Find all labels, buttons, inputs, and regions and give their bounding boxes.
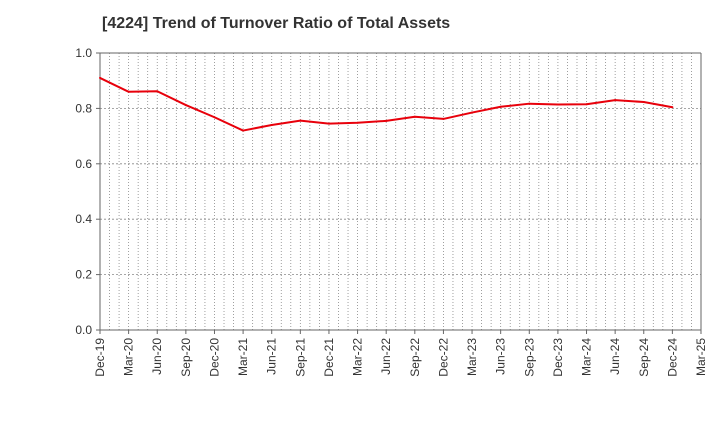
- y-axis-ticks: 0.0 0.2 0.4 0.6 0.8 1.0: [75, 46, 100, 337]
- grid-lines: [100, 52, 701, 330]
- x-tick-label: Mar-21: [236, 338, 250, 376]
- x-tick-label: Jun-24: [608, 338, 622, 375]
- data-point: [499, 105, 502, 108]
- data-point: [327, 122, 330, 125]
- x-tick-label: Dec-19: [93, 338, 107, 377]
- data-point: [184, 104, 187, 107]
- x-tick-label: Sep-22: [408, 338, 422, 377]
- data-point: [585, 103, 588, 106]
- y-tick-label: 0.2: [75, 268, 92, 282]
- data-point: [356, 121, 359, 124]
- data-point: [413, 115, 416, 118]
- data-point: [213, 116, 216, 119]
- data-point: [385, 119, 388, 122]
- x-axis-ticks: Dec-19 Mar-20 Jun-20 Sep-20 Dec-20 Mar-21 Jun-…: [93, 330, 708, 377]
- x-tick-label: Jun-23: [494, 338, 508, 375]
- x-tick-label: Sep-21: [293, 338, 307, 377]
- data-point: [99, 76, 101, 79]
- x-tick-label: Dec-21: [322, 338, 336, 377]
- data-point: [528, 102, 531, 105]
- x-tick-label: Sep-20: [179, 338, 193, 377]
- y-tick-label: 0.6: [75, 157, 92, 171]
- data-point: [556, 103, 559, 106]
- x-tick-label: Dec-22: [436, 338, 450, 377]
- data-point: [642, 101, 645, 104]
- data-point: [442, 117, 445, 120]
- data-point: [242, 129, 245, 132]
- data-point: [156, 90, 159, 93]
- x-tick-label: Dec-23: [551, 338, 565, 377]
- data-point: [671, 106, 674, 109]
- data-point: [471, 111, 474, 114]
- data-point: [270, 124, 273, 127]
- x-tick-label: Mar-23: [465, 338, 479, 376]
- chart-title: [4224] Trend of Turnover Ratio of Total …: [102, 15, 451, 32]
- x-tick-label: Jun-21: [265, 338, 279, 375]
- data-point: [299, 119, 302, 122]
- y-tick-label: 1.0: [75, 46, 92, 60]
- data-series: [99, 76, 674, 132]
- x-tick-label: Mar-22: [351, 338, 365, 376]
- axes: [99, 52, 702, 331]
- x-tick-label: Jun-22: [379, 338, 393, 375]
- data-point: [614, 99, 617, 102]
- x-tick-label: Mar-20: [122, 338, 136, 376]
- y-tick-label: 0.4: [75, 212, 92, 226]
- x-tick-label: Mar-25: [694, 338, 708, 376]
- x-tick-label: Mar-24: [580, 338, 594, 376]
- y-tick-label: 0.8: [75, 101, 92, 115]
- x-tick-label: Sep-24: [637, 338, 651, 377]
- y-tick-label: 0.0: [75, 323, 92, 337]
- data-point: [127, 90, 130, 93]
- x-tick-label: Sep-23: [522, 338, 536, 377]
- x-tick-label: Jun-20: [150, 338, 164, 375]
- x-tick-label: Dec-20: [207, 338, 221, 377]
- x-tick-label: Dec-24: [665, 338, 679, 377]
